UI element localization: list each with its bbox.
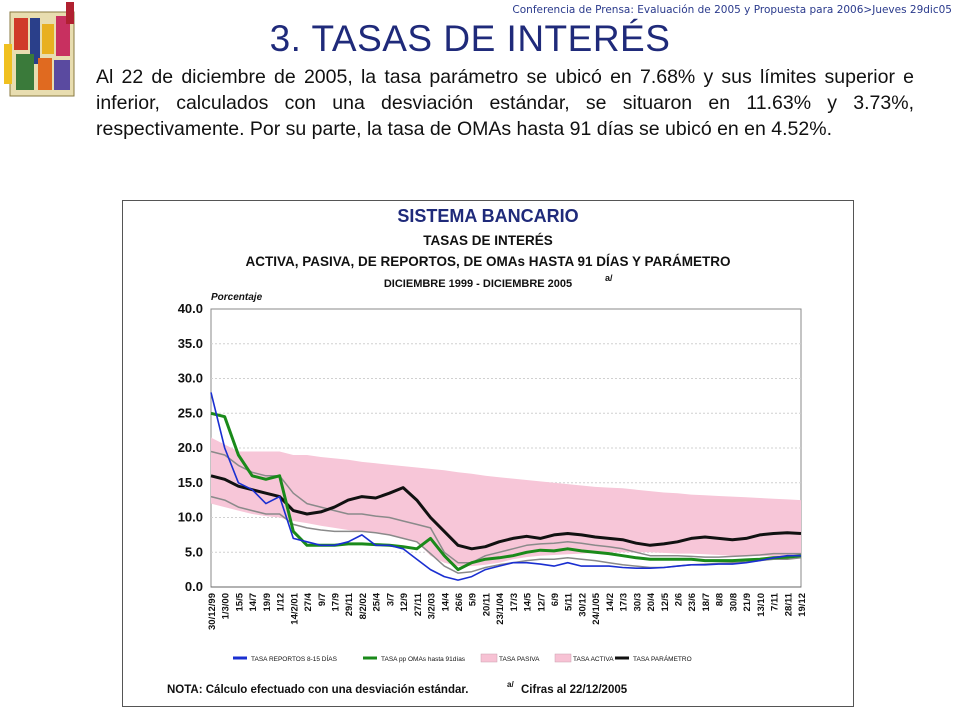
- chart-subtitle-3: DICIEMBRE 1999 - DICIEMBRE 2005: [384, 278, 572, 290]
- y-tick-label: 40.0: [178, 301, 203, 316]
- footnote-marker: a/: [507, 680, 514, 689]
- interest-rate-chart: SISTEMA BANCARIO TASAS DE INTERÉS ACTIVA…: [167, 206, 808, 696]
- x-tick-label: 12/5: [660, 592, 671, 611]
- x-tick-label: 23/6: [687, 593, 698, 612]
- y-tick-label: 35.0: [178, 336, 203, 351]
- y-tick-label: 10.0: [178, 510, 203, 525]
- x-tick-label: 5/11: [564, 592, 575, 611]
- chart-subtitle-2: ACTIVA, PASIVA, DE REPORTOS, DE OMAs HAS…: [245, 254, 730, 269]
- band-area: [211, 437, 801, 567]
- x-tick-label: 14/2: [605, 593, 616, 612]
- x-tick-label: 5/9: [468, 593, 479, 606]
- x-tick-label: 1/12: [276, 593, 287, 612]
- x-tick-label: 12/9: [399, 593, 410, 612]
- legend-label: TASA PASIVA: [499, 656, 540, 663]
- x-tick-label: 14/7: [248, 593, 259, 612]
- series-line: [210, 450, 801, 564]
- x-tick-label: 8/2/02: [358, 593, 369, 619]
- y-tick-label: 25.0: [178, 405, 203, 420]
- x-tick-label: 19/9: [262, 593, 273, 612]
- header-note: Conferencia de Prensa: Evaluación de 200…: [512, 4, 952, 16]
- chart-subtitle-3-note: a/: [605, 273, 613, 283]
- x-tick-label: 3/7: [385, 593, 396, 606]
- x-tick-label: 18/7: [701, 593, 712, 612]
- chart-panel: SISTEMA BANCARIO TASAS DE INTERÉS ACTIVA…: [122, 200, 854, 707]
- x-tick-label: 25/4: [372, 592, 383, 611]
- x-tick-label: 27/4: [303, 592, 314, 611]
- x-tick-label: 15/5: [234, 592, 245, 611]
- chart-note: NOTA: Cálculo efectuado con una desviaci…: [167, 684, 468, 696]
- x-tick-label: 17/9: [331, 593, 342, 612]
- x-tick-label: 1/3/00: [221, 593, 232, 619]
- chart-title: SISTEMA BANCARIO: [397, 206, 578, 226]
- x-tick-label: 6/9: [550, 593, 561, 606]
- legend-label: TASA pp OMAs hasta 91días: [381, 656, 466, 663]
- x-tick-label: 24/1/05: [591, 592, 602, 624]
- series-line: [210, 474, 802, 551]
- x-tick-label: 8/8: [715, 593, 726, 606]
- x-tick-label: 19/12: [797, 593, 808, 617]
- legend-label: TASA PARÁMETRO: [633, 654, 692, 663]
- x-tick-label: 3/2/03: [427, 593, 438, 619]
- x-tick-label: 14/5: [523, 592, 534, 611]
- x-tick-label: 30/12: [578, 593, 589, 617]
- x-tick-label: 2/6: [674, 593, 685, 606]
- x-tick-label: 30/12/99: [207, 593, 218, 630]
- x-tick-label: 29/11: [344, 592, 355, 616]
- x-tick-label: 14/2/01: [289, 592, 300, 624]
- y-tick-label: 15.0: [178, 475, 203, 490]
- legend-label: TASA REPORTOS 8-15 DÍAS: [251, 654, 338, 663]
- y-tick-label: 30.0: [178, 371, 203, 386]
- legend-label: TASA ACTIVA: [573, 656, 614, 663]
- y-tick-label: 0.0: [185, 579, 203, 594]
- x-tick-label: 30/8: [728, 593, 739, 612]
- y-tick-label: 5.0: [185, 544, 203, 559]
- series-line: [210, 411, 802, 572]
- x-tick-label: 12/7: [536, 593, 547, 612]
- summary-paragraph: Al 22 de diciembre de 2005, la tasa pará…: [96, 66, 914, 140]
- page-title: 3. TASAS DE INTERÉS: [269, 18, 671, 59]
- x-tick-label: 7/11: [770, 592, 781, 611]
- chart-footnote: Cifras al 22/12/2005: [521, 684, 628, 696]
- x-tick-label: 21/9: [742, 593, 753, 612]
- logo-icon: [4, 2, 75, 97]
- x-tick-label: 9/7: [317, 593, 328, 606]
- x-tick-label: 27/11: [413, 592, 424, 616]
- y-axis-label: Porcentaje: [211, 292, 263, 303]
- x-tick-label: 23/1/04: [495, 592, 506, 624]
- x-tick-label: 20/4: [646, 592, 657, 611]
- x-tick-label: 28/11: [783, 592, 794, 616]
- x-tick-label: 17/3: [509, 593, 520, 612]
- x-tick-label: 30/3: [632, 593, 643, 612]
- x-tick-label: 14/4: [440, 592, 451, 611]
- x-tick-label: 13/10: [756, 593, 767, 617]
- legend-swatch: [554, 653, 572, 663]
- chart-subtitle-1: TASAS DE INTERÉS: [423, 233, 553, 248]
- x-tick-label: 17/3: [619, 593, 630, 612]
- series-line: [210, 392, 801, 581]
- y-tick-label: 20.0: [178, 440, 203, 455]
- x-tick-label: 20/11: [481, 592, 492, 616]
- legend-swatch: [480, 653, 498, 663]
- x-tick-label: 26/6: [454, 593, 465, 612]
